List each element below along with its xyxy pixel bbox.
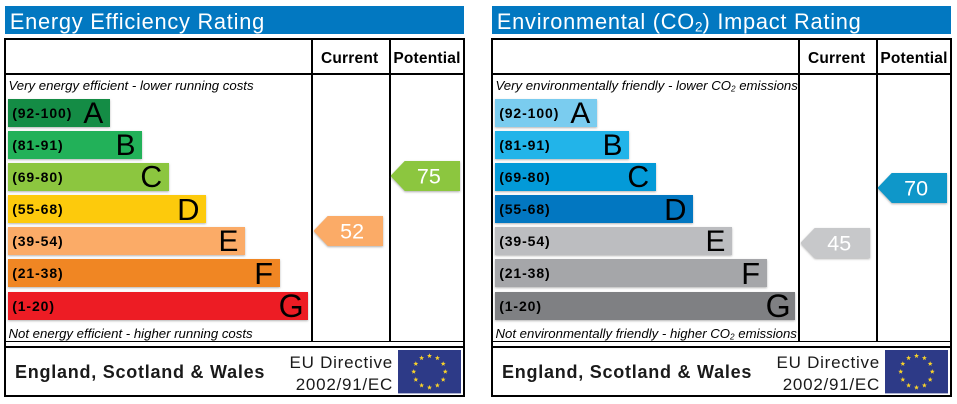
svg-text:70: 70: [904, 177, 928, 201]
svg-text:75: 75: [417, 164, 441, 188]
svg-text:52: 52: [340, 219, 364, 243]
svg-text:45: 45: [827, 232, 851, 256]
